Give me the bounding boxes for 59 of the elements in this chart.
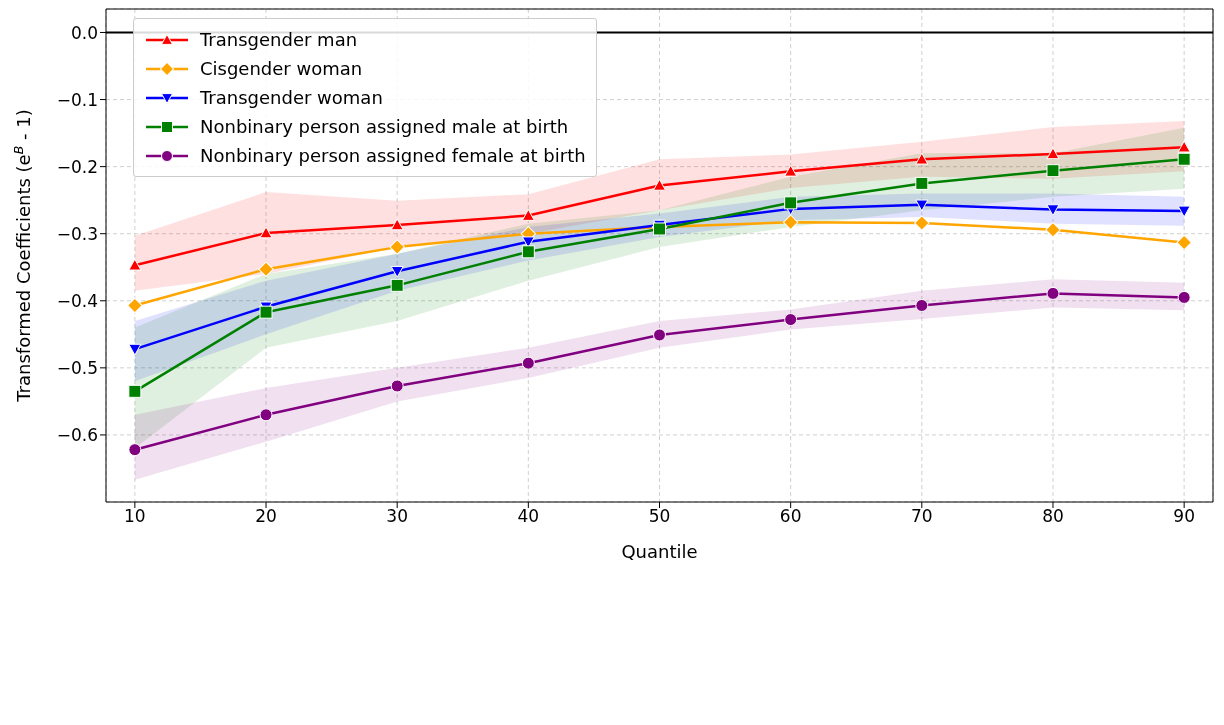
point (784, 164, 798, 177)
point (1046, 147, 1060, 160)
x-tick-label: 40 (517, 506, 540, 527)
point (259, 226, 273, 239)
point (914, 215, 930, 231)
y-tick-label: 0.0 (70, 22, 98, 43)
point (1177, 140, 1191, 153)
x-tick-label: 30 (386, 506, 408, 527)
point (782, 214, 799, 231)
point (1046, 164, 1060, 178)
legend-label: Cisgender woman (200, 58, 363, 79)
point (915, 176, 929, 190)
x-tick-label: 90 (1173, 506, 1195, 527)
point (915, 199, 929, 212)
point (390, 265, 404, 278)
point (1177, 152, 1191, 166)
legend-label: Transgender woman (200, 87, 383, 108)
x-tick-label: 20 (255, 506, 277, 527)
y-tick-label: −0.2 (56, 156, 98, 177)
point (259, 408, 273, 422)
point (1046, 286, 1060, 300)
point (784, 313, 798, 327)
point (915, 298, 929, 312)
point (390, 218, 404, 231)
point (653, 328, 666, 342)
y-tick-label: −0.5 (56, 357, 98, 378)
point (1177, 290, 1191, 304)
point (521, 356, 535, 370)
point (653, 178, 666, 191)
x-tick-label: 50 (648, 506, 671, 527)
point (521, 209, 535, 221)
point (390, 278, 404, 292)
point (915, 152, 929, 165)
point (521, 245, 535, 259)
y-tick-label: −0.6 (56, 424, 98, 445)
x-tick-label: 10 (124, 506, 146, 527)
x-tick-label: 60 (779, 506, 802, 527)
point (258, 261, 274, 277)
point (128, 384, 142, 398)
point (128, 443, 142, 457)
y-tick-label: −0.4 (56, 290, 98, 311)
x-axis-title: Quantile (621, 541, 698, 562)
y-tick-label: −0.1 (56, 89, 98, 110)
legend-label: Nonbinary person assigned female at birth (200, 145, 586, 166)
point (259, 305, 273, 319)
point (1046, 204, 1060, 217)
legend-label: Nonbinary person assigned male at birth (200, 116, 569, 137)
point (784, 196, 798, 210)
x-tick-label: 80 (1042, 506, 1064, 527)
y-tick-label: −0.3 (56, 223, 98, 244)
x-tick-label: 70 (911, 506, 933, 527)
legend-label: Transgender man (200, 29, 358, 50)
point (1177, 205, 1191, 218)
point (127, 297, 143, 314)
point (1045, 221, 1061, 238)
point (390, 379, 404, 393)
point (128, 258, 142, 271)
point (128, 343, 142, 356)
point (389, 239, 405, 255)
